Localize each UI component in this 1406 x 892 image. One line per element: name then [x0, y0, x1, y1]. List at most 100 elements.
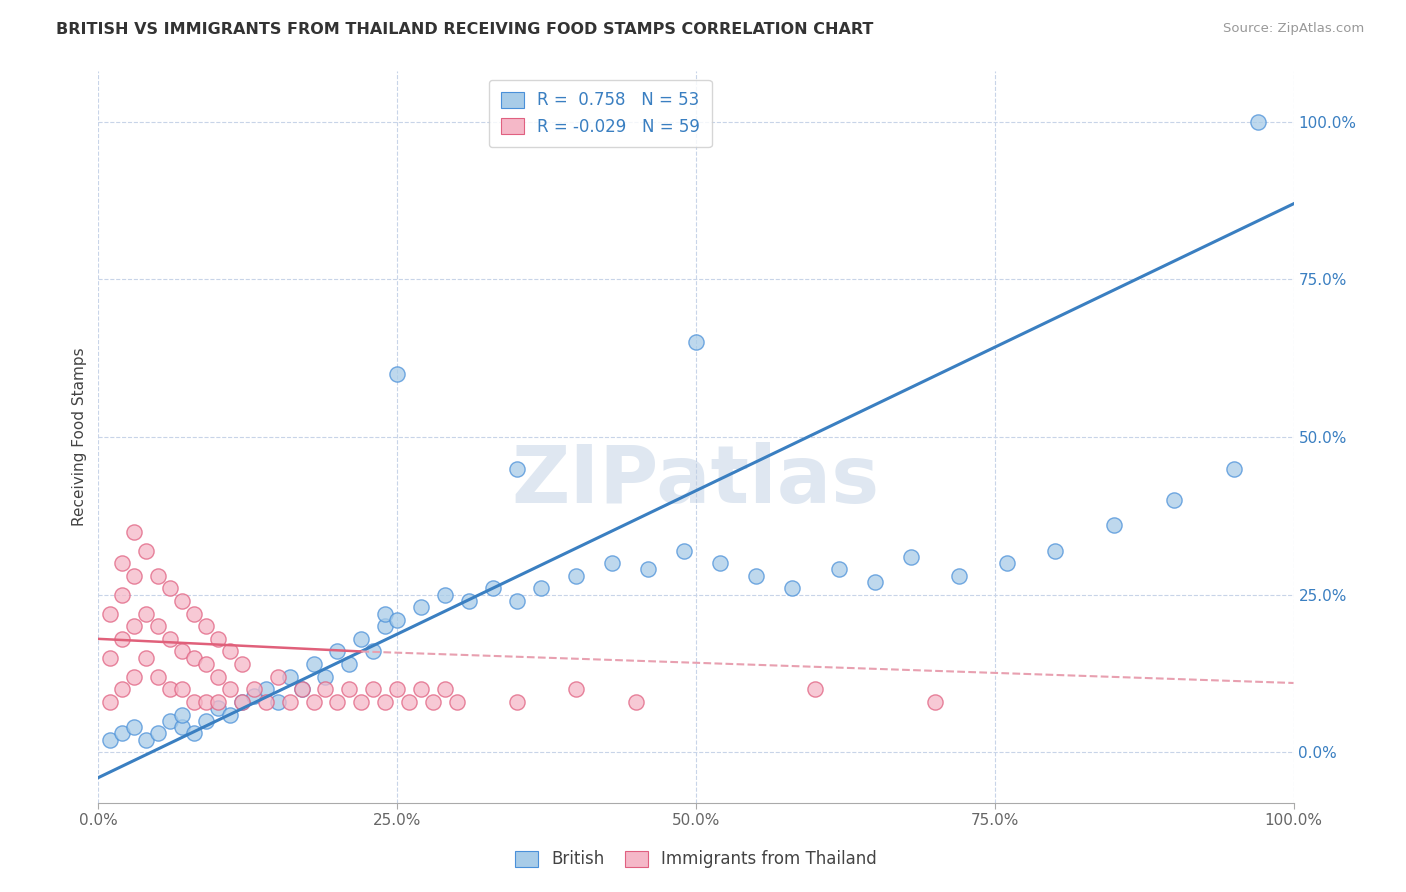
Point — [326, 644, 349, 658]
Point — [172, 707, 194, 722]
Point — [863, 575, 887, 590]
Point — [172, 720, 194, 734]
Point — [326, 695, 349, 709]
Point — [374, 607, 396, 621]
Point — [183, 726, 205, 740]
Point — [207, 632, 229, 646]
Point — [135, 650, 157, 665]
Text: ZIPatlas: ZIPatlas — [512, 442, 880, 520]
Point — [148, 726, 170, 740]
Point — [278, 695, 301, 709]
Point — [315, 682, 337, 697]
Point — [363, 682, 385, 697]
Point — [111, 726, 134, 740]
Point — [254, 695, 277, 709]
Point — [172, 682, 194, 697]
Point — [207, 670, 229, 684]
Point — [481, 582, 505, 596]
Point — [219, 644, 242, 658]
Point — [159, 682, 181, 697]
Point — [194, 714, 218, 728]
Point — [363, 644, 385, 658]
Point — [374, 619, 396, 633]
Point — [1102, 518, 1125, 533]
Point — [278, 670, 301, 684]
Point — [111, 682, 134, 697]
Point — [1222, 461, 1246, 475]
Point — [135, 732, 157, 747]
Point — [219, 707, 242, 722]
Point — [302, 657, 325, 671]
Point — [385, 367, 409, 381]
Point — [411, 600, 433, 615]
Point — [290, 682, 312, 697]
Point — [385, 613, 409, 627]
Point — [673, 543, 696, 558]
Y-axis label: Receiving Food Stamps: Receiving Food Stamps — [72, 348, 87, 526]
Point — [1163, 493, 1185, 508]
Point — [98, 650, 122, 665]
Point — [194, 695, 218, 709]
Point — [506, 594, 529, 608]
Point — [948, 569, 970, 583]
Point — [637, 562, 659, 576]
Text: BRITISH VS IMMIGRANTS FROM THAILAND RECEIVING FOOD STAMPS CORRELATION CHART: BRITISH VS IMMIGRANTS FROM THAILAND RECE… — [56, 22, 873, 37]
Point — [194, 657, 218, 671]
Point — [1043, 543, 1066, 558]
Point — [828, 562, 851, 576]
Point — [124, 619, 146, 633]
Point — [135, 543, 157, 558]
Point — [924, 695, 946, 709]
Point — [135, 607, 157, 621]
Point — [124, 524, 146, 539]
Point — [685, 335, 707, 350]
Point — [159, 582, 181, 596]
Point — [565, 682, 588, 697]
Point — [374, 695, 396, 709]
Point — [124, 720, 146, 734]
Point — [124, 569, 146, 583]
Point — [183, 607, 205, 621]
Point — [350, 695, 373, 709]
Point — [315, 670, 337, 684]
Point — [207, 701, 229, 715]
Point — [243, 689, 266, 703]
Point — [433, 682, 456, 697]
Point — [219, 682, 242, 697]
Point — [398, 695, 420, 709]
Point — [339, 682, 360, 697]
Point — [290, 682, 312, 697]
Point — [159, 714, 181, 728]
Point — [422, 695, 444, 709]
Point — [411, 682, 433, 697]
Point — [148, 670, 170, 684]
Point — [183, 650, 205, 665]
Point — [804, 682, 827, 697]
Point — [98, 732, 122, 747]
Point — [254, 682, 277, 697]
Point — [745, 569, 768, 583]
Text: Source: ZipAtlas.com: Source: ZipAtlas.com — [1223, 22, 1364, 36]
Point — [207, 695, 229, 709]
Point — [98, 695, 122, 709]
Point — [267, 670, 290, 684]
Point — [780, 582, 803, 596]
Point — [148, 619, 170, 633]
Point — [111, 588, 134, 602]
Point — [231, 695, 253, 709]
Point — [231, 695, 253, 709]
Point — [231, 657, 253, 671]
Point — [565, 569, 588, 583]
Point — [900, 549, 922, 564]
Point — [302, 695, 325, 709]
Point — [172, 644, 194, 658]
Point — [339, 657, 360, 671]
Legend: British, Immigrants from Thailand: British, Immigrants from Thailand — [508, 844, 884, 875]
Point — [183, 695, 205, 709]
Point — [446, 695, 468, 709]
Point — [172, 594, 194, 608]
Point — [111, 556, 134, 570]
Point — [267, 695, 290, 709]
Point — [124, 670, 146, 684]
Point — [111, 632, 134, 646]
